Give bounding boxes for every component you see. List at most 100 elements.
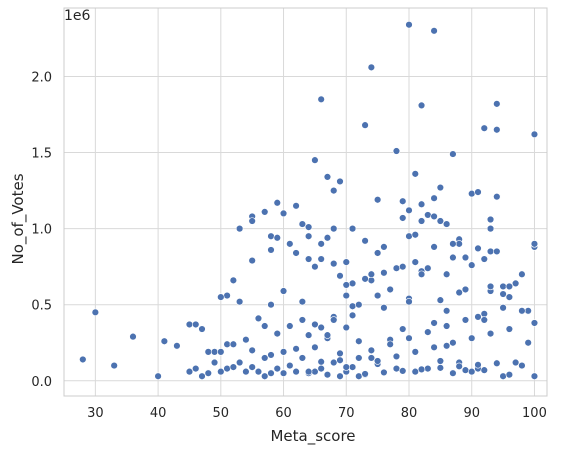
- scatter-point: [399, 214, 407, 222]
- scatter-point: [530, 372, 539, 380]
- scatter-point: [292, 249, 300, 257]
- scatter-point: [405, 297, 413, 306]
- scatter-point: [286, 322, 294, 330]
- x-tick-label: 30: [87, 406, 104, 421]
- scatter-point: [330, 316, 338, 324]
- scatter-point: [192, 364, 200, 373]
- scatter-point: [417, 200, 426, 208]
- scatter-point: [279, 348, 288, 356]
- scatter-point: [261, 208, 269, 216]
- scatter-point: [392, 364, 401, 373]
- scatter-point: [392, 147, 401, 155]
- scatter-point: [317, 364, 325, 373]
- scatter-point: [223, 291, 231, 300]
- y-tick-label: 2.0: [31, 70, 52, 85]
- scatter-point: [436, 364, 445, 372]
- scatter-point: [336, 372, 344, 380]
- scatter-point: [298, 354, 307, 362]
- scatter-point: [173, 342, 181, 350]
- scatter-point: [380, 243, 388, 251]
- scatter-point: [386, 340, 394, 348]
- scatter-point: [405, 21, 413, 29]
- x-tick-label: 90: [463, 406, 480, 421]
- grid-lines: [64, 8, 547, 396]
- scatter-point: [399, 325, 407, 333]
- scatter-point: [392, 352, 401, 361]
- scatter-point: [474, 244, 482, 253]
- x-tick-label: 50: [213, 406, 230, 421]
- scatter-point: [430, 319, 438, 327]
- scatter-point: [455, 362, 463, 371]
- scatter-point: [436, 183, 445, 192]
- scatter-point: [229, 340, 238, 348]
- scatter-point: [267, 232, 275, 240]
- scatter-point: [355, 354, 363, 362]
- scatter-point: [530, 130, 539, 138]
- scatter-point: [298, 297, 307, 306]
- scatter-point: [474, 313, 482, 321]
- scatter-point: [468, 189, 476, 198]
- scatter-point: [361, 370, 369, 378]
- scatter-point: [442, 322, 451, 330]
- scatter-point: [430, 243, 438, 251]
- scatter-point: [486, 329, 495, 338]
- scatter-point: [273, 234, 281, 242]
- scatter-point: [468, 261, 476, 269]
- scatter-point: [524, 307, 532, 315]
- scatter-point: [417, 101, 426, 110]
- scatter-point: [204, 369, 212, 377]
- scatter-point: [223, 364, 231, 373]
- scatter-point: [486, 282, 495, 291]
- scatter-point: [424, 264, 432, 272]
- scatter-point: [217, 348, 225, 356]
- scatter-point: [248, 256, 256, 265]
- scatter-point: [373, 291, 382, 300]
- scatter-point: [449, 369, 457, 377]
- scatter-point: [361, 121, 369, 129]
- scatter-point: [348, 363, 357, 371]
- scatter-point: [386, 285, 394, 294]
- scatter-point: [110, 361, 118, 370]
- scatter-point: [311, 262, 319, 271]
- scatter-point: [380, 368, 388, 377]
- scatter-point: [505, 282, 514, 291]
- scatter-point: [373, 249, 382, 257]
- x-tick-labels: 30 40 50 60 70 80 90 100: [87, 406, 547, 421]
- scatter-point: [505, 293, 514, 301]
- scatter-point: [411, 367, 419, 376]
- scatter-point: [304, 331, 313, 339]
- scatter-point: [336, 177, 344, 186]
- scatter-point: [468, 367, 476, 376]
- scatter-point: [279, 369, 288, 377]
- scatter-point: [405, 206, 413, 215]
- scatter-point: [348, 302, 357, 310]
- scatter-point: [267, 246, 275, 254]
- scatter-point: [292, 367, 300, 376]
- scatter-point: [405, 334, 413, 342]
- scatter-point: [311, 367, 319, 376]
- scatter-point: [361, 275, 369, 283]
- scatter-point: [223, 340, 231, 348]
- scatter-point: [154, 372, 162, 380]
- scatter-point: [399, 197, 407, 205]
- scatter-point: [449, 240, 457, 248]
- scatter-point: [367, 346, 376, 355]
- scatter-point: [486, 215, 495, 224]
- scatter-point: [417, 365, 426, 374]
- scatter-point: [342, 323, 350, 332]
- scatter-point: [355, 372, 363, 380]
- scatter-point: [342, 281, 350, 289]
- scatter-point: [129, 332, 137, 341]
- scatter-point: [204, 348, 212, 356]
- scatter-point: [493, 100, 501, 108]
- x-tick-label: 40: [150, 406, 167, 421]
- scatter-point: [298, 316, 307, 324]
- scatter-point: [474, 188, 482, 196]
- y-tick-label: 0.5: [31, 299, 52, 314]
- scatter-point: [330, 358, 338, 367]
- scatter-point: [348, 224, 357, 233]
- scatter-point: [424, 211, 432, 219]
- scatter-point: [248, 217, 256, 225]
- scatter-point: [292, 345, 300, 353]
